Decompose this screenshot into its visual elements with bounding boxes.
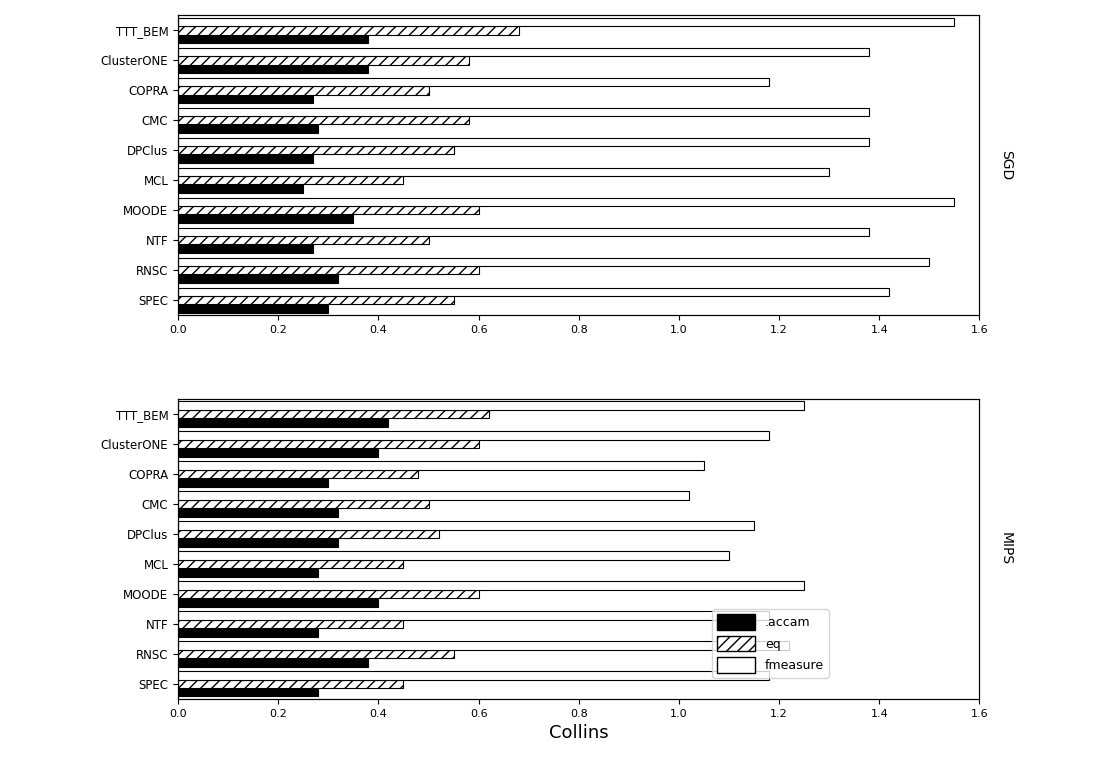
Bar	[178, 680, 404, 688]
Bar	[178, 184, 303, 193]
Bar	[178, 508, 338, 517]
Bar	[178, 287, 889, 296]
Bar	[178, 492, 689, 500]
Bar	[178, 620, 404, 628]
Bar	[178, 432, 769, 440]
Bar	[178, 86, 429, 94]
Bar	[178, 551, 729, 560]
Bar	[178, 440, 479, 449]
Bar	[178, 470, 418, 478]
Bar	[178, 598, 378, 607]
Bar	[178, 244, 314, 253]
Bar	[178, 26, 519, 35]
Bar	[178, 236, 429, 244]
Bar	[178, 65, 368, 73]
Bar	[178, 116, 469, 124]
Bar	[178, 688, 318, 697]
Bar	[178, 94, 314, 103]
Bar	[178, 538, 338, 547]
Bar	[178, 167, 829, 176]
Bar	[178, 521, 755, 530]
Bar	[178, 641, 789, 650]
Bar	[178, 650, 454, 658]
Bar	[178, 410, 489, 419]
Bar	[178, 18, 955, 26]
Bar	[178, 257, 929, 266]
Bar	[178, 274, 338, 283]
Bar	[178, 402, 804, 410]
Bar	[178, 56, 469, 65]
Bar	[178, 658, 368, 667]
Bar	[178, 611, 769, 620]
Bar	[178, 581, 804, 590]
Bar	[178, 124, 318, 133]
Bar	[178, 206, 479, 214]
Bar	[178, 500, 429, 508]
Bar	[178, 35, 368, 43]
X-axis label: Collins: Collins	[549, 724, 609, 742]
Legend: .accam, eq, fmeasure: .accam, eq, fmeasure	[712, 609, 829, 677]
Bar	[178, 108, 869, 116]
Bar	[178, 560, 404, 568]
Bar	[178, 214, 354, 223]
Bar	[178, 176, 404, 184]
Bar	[178, 671, 769, 680]
Bar	[178, 628, 318, 637]
Bar	[178, 197, 955, 206]
Bar	[178, 78, 769, 86]
Bar	[178, 568, 318, 577]
Bar	[178, 478, 328, 487]
Bar	[178, 146, 454, 154]
Bar	[178, 266, 479, 274]
Bar	[178, 296, 454, 304]
Bar	[178, 154, 314, 163]
Bar	[178, 590, 479, 598]
Bar	[178, 227, 869, 236]
Bar	[178, 462, 705, 470]
Bar	[178, 137, 869, 146]
Y-axis label: SGD: SGD	[998, 150, 1013, 180]
Bar	[178, 530, 439, 538]
Bar	[178, 304, 328, 313]
Bar	[178, 419, 388, 427]
Y-axis label: MIPS: MIPS	[998, 532, 1013, 565]
Bar	[178, 449, 378, 457]
Bar	[178, 48, 869, 56]
